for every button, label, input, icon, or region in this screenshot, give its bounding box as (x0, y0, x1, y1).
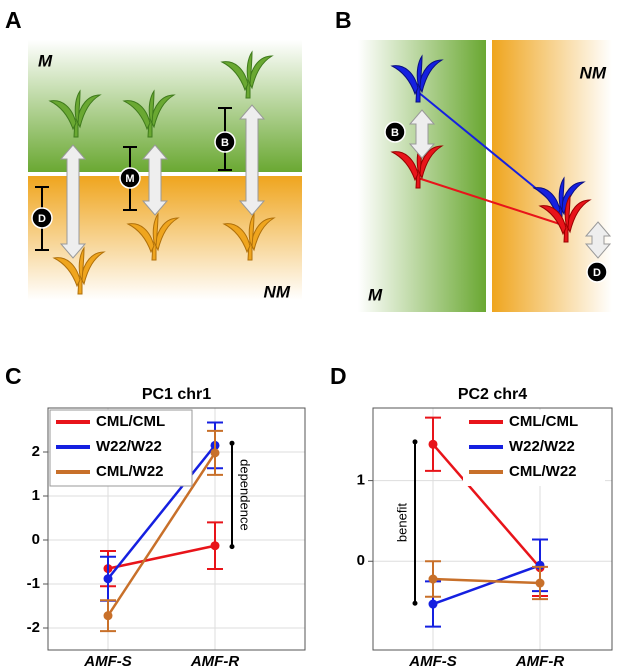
x-tick-label: AMF-S (83, 653, 132, 670)
charts: C PC1 chr1 -2 -1 0 1 2 AMF-S AMF-R dependence CML/… (5, 363, 613, 670)
series-line (432, 564, 541, 606)
marker-label: M (125, 173, 134, 185)
panel-letter: D (330, 363, 347, 389)
annotation-text: benefit (394, 503, 409, 542)
series-line (432, 443, 541, 569)
point (428, 599, 438, 609)
series-line (106, 452, 217, 617)
connector (417, 177, 567, 227)
plot-frame (372, 407, 613, 651)
y-tick-label: 0 (357, 552, 365, 569)
legend-label: CML/W22 (96, 463, 164, 480)
zone-label: NM (264, 282, 291, 301)
y-tick-label: -2 (27, 619, 40, 636)
annotation-end (412, 600, 418, 606)
legend-label: W22/W22 (96, 438, 162, 455)
zone-label: M (38, 51, 53, 70)
panel-a: A M NM D M B (5, 7, 302, 301)
marker-label: D (38, 213, 46, 225)
point (535, 578, 545, 588)
point (103, 574, 113, 584)
legend-label: CML/W22 (509, 463, 577, 480)
marker-circles (31, 131, 236, 229)
point (103, 611, 113, 621)
x-tick-label: AMF-R (515, 653, 564, 670)
annotation-end (229, 544, 235, 550)
legend-label: CML/CML (96, 413, 165, 430)
zone-label: NM (580, 63, 607, 82)
chart-title: PC2 chr4 (458, 386, 527, 403)
y-tick-label: 1 (357, 472, 365, 489)
x-tick-label: AMF-S (408, 653, 457, 670)
panel-b: B M NM B D (335, 7, 612, 312)
y-tick-label: 0 (32, 531, 40, 548)
annotation-end (412, 439, 418, 445)
arrows (59, 104, 266, 259)
marker-circle (384, 121, 406, 143)
x-tick-label: AMF-R (190, 653, 239, 670)
marker-label: B (391, 127, 399, 139)
point (210, 448, 220, 458)
chart-title: PC1 chr1 (142, 386, 211, 403)
series-line (107, 544, 216, 570)
y-tick-label: -1 (27, 575, 40, 592)
panel-letter: A (5, 7, 22, 33)
plot-frame (47, 407, 306, 651)
point (428, 574, 438, 584)
point (210, 541, 220, 551)
y-tick-label: 2 (32, 443, 40, 460)
marker-label: B (221, 137, 229, 149)
panel-letter: C (5, 363, 22, 389)
legend-label: W22/W22 (509, 438, 575, 455)
zone-label: M (368, 285, 383, 304)
y-tick-label: 1 (32, 487, 40, 504)
annotation-end (229, 440, 235, 446)
point (428, 439, 438, 449)
marker-label: D (593, 267, 601, 279)
arrows (408, 109, 612, 259)
annotation-text: dependence (238, 459, 253, 531)
marker-circle (586, 261, 608, 283)
panel-letter: B (335, 7, 352, 33)
series-line (107, 444, 216, 580)
series-line (432, 577, 541, 585)
legend-label: CML/CML (509, 413, 578, 430)
